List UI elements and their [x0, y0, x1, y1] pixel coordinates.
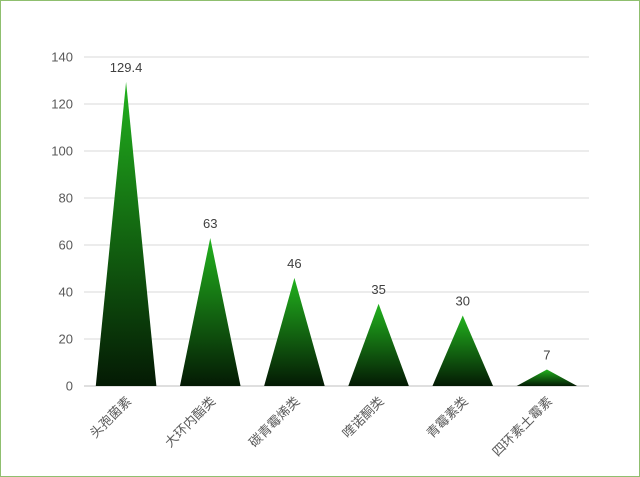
category-label: 头孢菌素 — [88, 394, 135, 441]
category-label: 碳青霉烯类 — [247, 394, 304, 451]
category-label: 青霉素类 — [424, 394, 471, 441]
y-tick-label: 100 — [51, 144, 73, 159]
y-tick-label: 140 — [51, 50, 73, 65]
category-label: 大环内酯类 — [162, 394, 219, 451]
bar-2 — [179, 237, 241, 386]
bar-5 — [432, 315, 494, 386]
data-label: 46 — [287, 256, 301, 271]
data-label: 30 — [456, 294, 470, 309]
y-tick-label: 20 — [59, 332, 73, 347]
y-axis-ticks: 0 20 40 60 80 100 120 140 — [51, 50, 73, 394]
data-labels: 129.4 63 46 35 30 7 — [110, 60, 551, 363]
data-label: 35 — [371, 282, 385, 297]
y-tick-label: 0 — [66, 379, 73, 394]
gridlines — [84, 56, 589, 387]
data-label: 63 — [203, 216, 217, 231]
data-label: 129.4 — [110, 60, 143, 75]
bar-6 — [516, 369, 578, 386]
y-tick-label: 120 — [51, 97, 73, 112]
bar-3 — [264, 277, 325, 386]
y-tick-label: 60 — [59, 238, 73, 253]
y-tick-label: 40 — [59, 285, 73, 300]
bars — [95, 81, 578, 386]
data-label: 7 — [543, 348, 550, 363]
y-tick-label: 80 — [59, 191, 73, 206]
category-labels: 头孢菌素 大环内酯类 碳青霉烯类 喹诺酮类 青霉素类 四环素土霉素 — [88, 394, 556, 460]
category-label: 四环素土霉素 — [490, 394, 556, 460]
category-label: 喹诺酮类 — [340, 394, 387, 441]
bar-4 — [348, 303, 409, 386]
bar-1 — [95, 81, 157, 386]
